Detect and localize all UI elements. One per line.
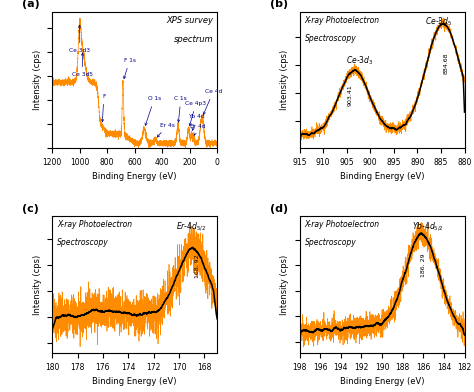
X-axis label: Binding Energy (eV): Binding Energy (eV) (340, 172, 424, 181)
Text: XPS survey: XPS survey (167, 16, 214, 25)
Text: $Er$-$4d_{5/2}$: $Er$-$4d_{5/2}$ (176, 220, 206, 233)
Text: $Yb$-$4d_{5/2}$: $Yb$-$4d_{5/2}$ (412, 220, 444, 233)
Text: 168. 92: 168. 92 (195, 254, 200, 278)
Text: Spectroscopy: Spectroscopy (57, 238, 109, 247)
Text: $Ce$-$3d_3$: $Ce$-$3d_3$ (346, 54, 373, 67)
Text: Ce 3d3: Ce 3d3 (69, 25, 91, 53)
Text: Yb 4d: Yb 4d (188, 114, 204, 131)
Text: F 1s: F 1s (124, 58, 136, 79)
Y-axis label: Intensity (cps): Intensity (cps) (33, 50, 42, 110)
X-axis label: Binding Energy (eV): Binding Energy (eV) (340, 377, 424, 386)
Y-axis label: Intensity (cps): Intensity (cps) (33, 254, 42, 315)
Text: X-ray Photoelectron: X-ray Photoelectron (57, 220, 132, 229)
Y-axis label: Intensity (cps): Intensity (cps) (280, 254, 289, 315)
Text: Ce 3d5: Ce 3d5 (72, 53, 92, 77)
Y-axis label: Intensity (cps): Intensity (cps) (280, 50, 289, 110)
Text: 903.41: 903.41 (348, 84, 353, 106)
Text: Spectroscopy: Spectroscopy (304, 34, 356, 43)
Text: X-ray Photoelectron: X-ray Photoelectron (304, 16, 380, 25)
Text: (c): (c) (22, 204, 39, 214)
Text: $Ce$-$3d_5$: $Ce$-$3d_5$ (425, 15, 452, 27)
X-axis label: Binding Energy (eV): Binding Energy (eV) (92, 172, 177, 181)
Text: X-ray Photoelectron: X-ray Photoelectron (304, 220, 380, 229)
Text: (a): (a) (22, 0, 40, 9)
Text: (b): (b) (270, 0, 288, 9)
Text: 884.68: 884.68 (444, 53, 449, 74)
Text: Er 4s: Er 4s (157, 123, 175, 137)
Text: C 1s: C 1s (174, 96, 187, 122)
Text: spectrum: spectrum (174, 35, 214, 44)
Text: F: F (101, 94, 106, 122)
Text: 186. 29: 186. 29 (421, 253, 426, 277)
Text: Ce 4d: Ce 4d (203, 89, 222, 114)
Text: (d): (d) (270, 204, 288, 214)
Text: O 1s: O 1s (145, 96, 161, 125)
Text: Er 4d: Er 4d (190, 124, 205, 135)
X-axis label: Binding Energy (eV): Binding Energy (eV) (92, 377, 177, 386)
Text: Ce 4p3: Ce 4p3 (185, 101, 207, 126)
Text: Spectroscopy: Spectroscopy (304, 238, 356, 247)
